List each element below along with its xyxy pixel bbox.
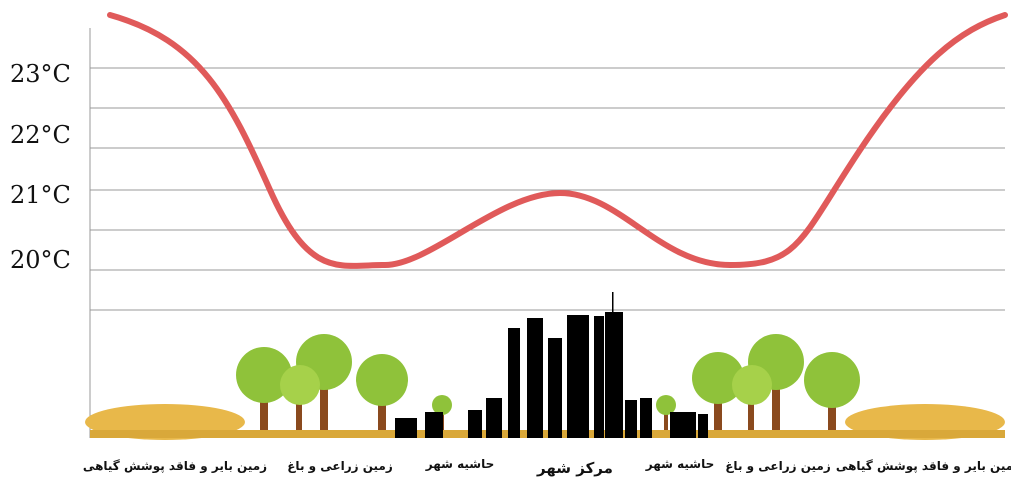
zone-label: زمین بایر و فاقد پوشش گیاهی (83, 459, 267, 474)
ground (85, 404, 1005, 440)
zone-label: زمین زراعی و باغ (725, 459, 831, 474)
y-label: 20°C (10, 246, 71, 274)
zone-label: مرکز شهر (536, 459, 613, 477)
zone-label: زمین بایر و فاقد پوشش گیاهی (836, 459, 1011, 474)
y-label: 21°C (10, 181, 71, 209)
zone-label: حاشیه شهر (425, 457, 495, 471)
grid (89, 28, 1005, 438)
zone-label: حاشیه شهر (645, 457, 715, 471)
temperature-curve (107, 12, 1008, 269)
zone-label: زمین زراعی و باغ (287, 459, 393, 474)
trees (236, 334, 860, 430)
buildings (395, 292, 708, 438)
y-label: 22°C (10, 121, 71, 149)
y-label: 23°C (10, 60, 71, 88)
